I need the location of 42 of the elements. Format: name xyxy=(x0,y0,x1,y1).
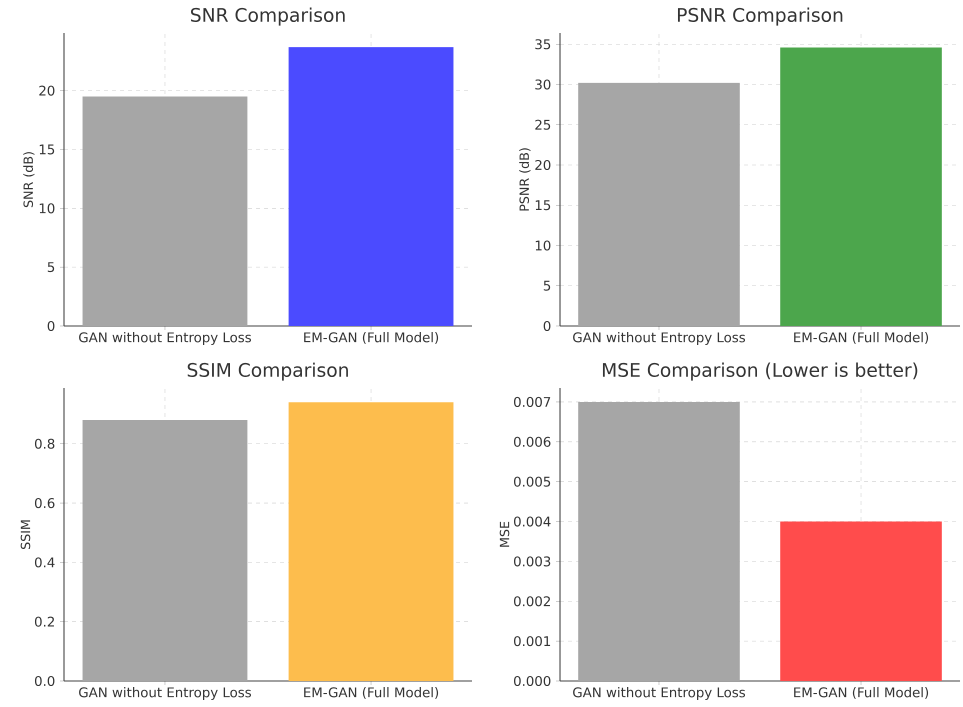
y-axis-title: MSE xyxy=(500,522,510,547)
y-tick-label: 20 xyxy=(535,160,550,170)
y-axis-title: SSIM xyxy=(20,520,30,550)
y-tick-label: 0.005 xyxy=(514,476,550,487)
y-tick-label: 0.003 xyxy=(514,556,550,566)
y-tick-label: 15 xyxy=(40,144,54,154)
y-tick-label: 0.007 xyxy=(514,396,550,407)
y-tick-label: 0.0 xyxy=(34,676,54,686)
y-tick-label: 0.2 xyxy=(34,616,54,627)
y-tick-label: 15 xyxy=(536,200,550,210)
x-tick-label: GAN without Entropy Loss xyxy=(573,687,746,700)
y-tick-label: 0 xyxy=(48,320,54,332)
x-tick-label: EM-GAN (Full Model) xyxy=(794,332,928,344)
y-tick-label: 0.000 xyxy=(514,676,550,686)
y-tick-label: 10 xyxy=(40,203,54,214)
x-tick-label: GAN without Entropy Loss xyxy=(573,332,746,345)
x-tick-label: EM-GAN (Full Model) xyxy=(304,332,438,344)
y-tick-label: 5 xyxy=(544,280,550,291)
y-axis-title: PSNR (dB) xyxy=(519,148,531,211)
y-tick-label: 35 xyxy=(535,39,550,50)
chart-title: SNR Comparison xyxy=(191,8,345,26)
chart-title: PSNR Comparison xyxy=(678,8,842,26)
y-tick-label: 5 xyxy=(48,262,54,272)
x-tick-label: GAN without Entropy Loss xyxy=(79,687,252,700)
x-tick-label: EM-GAN (Full Model) xyxy=(304,687,438,699)
y-tick-label: 0.006 xyxy=(514,436,550,447)
x-tick-label: EM-GAN (Full Model) xyxy=(794,687,928,699)
y-tick-label: 0.4 xyxy=(34,557,55,568)
y-tick-label: 0.004 xyxy=(514,516,551,527)
y-tick-label: 20 xyxy=(39,86,54,96)
y-tick-label: 0.8 xyxy=(34,438,54,449)
y-tick-label: 10 xyxy=(536,240,550,251)
y-axis-title: SNR (dB) xyxy=(23,152,35,208)
y-tick-label: 0.6 xyxy=(34,498,54,508)
x-tick-label: GAN without Entropy Loss xyxy=(79,332,252,345)
chart-title: SSIM Comparison xyxy=(188,362,348,381)
y-tick-label: 0.002 xyxy=(514,596,550,606)
y-tick-label: 0 xyxy=(544,320,550,332)
y-tick-label: 0.001 xyxy=(514,636,550,646)
chart-title: MSE Comparison (Lower is better) xyxy=(602,362,918,381)
y-tick-label: 25 xyxy=(535,120,550,130)
y-tick-label: 30 xyxy=(535,79,550,90)
